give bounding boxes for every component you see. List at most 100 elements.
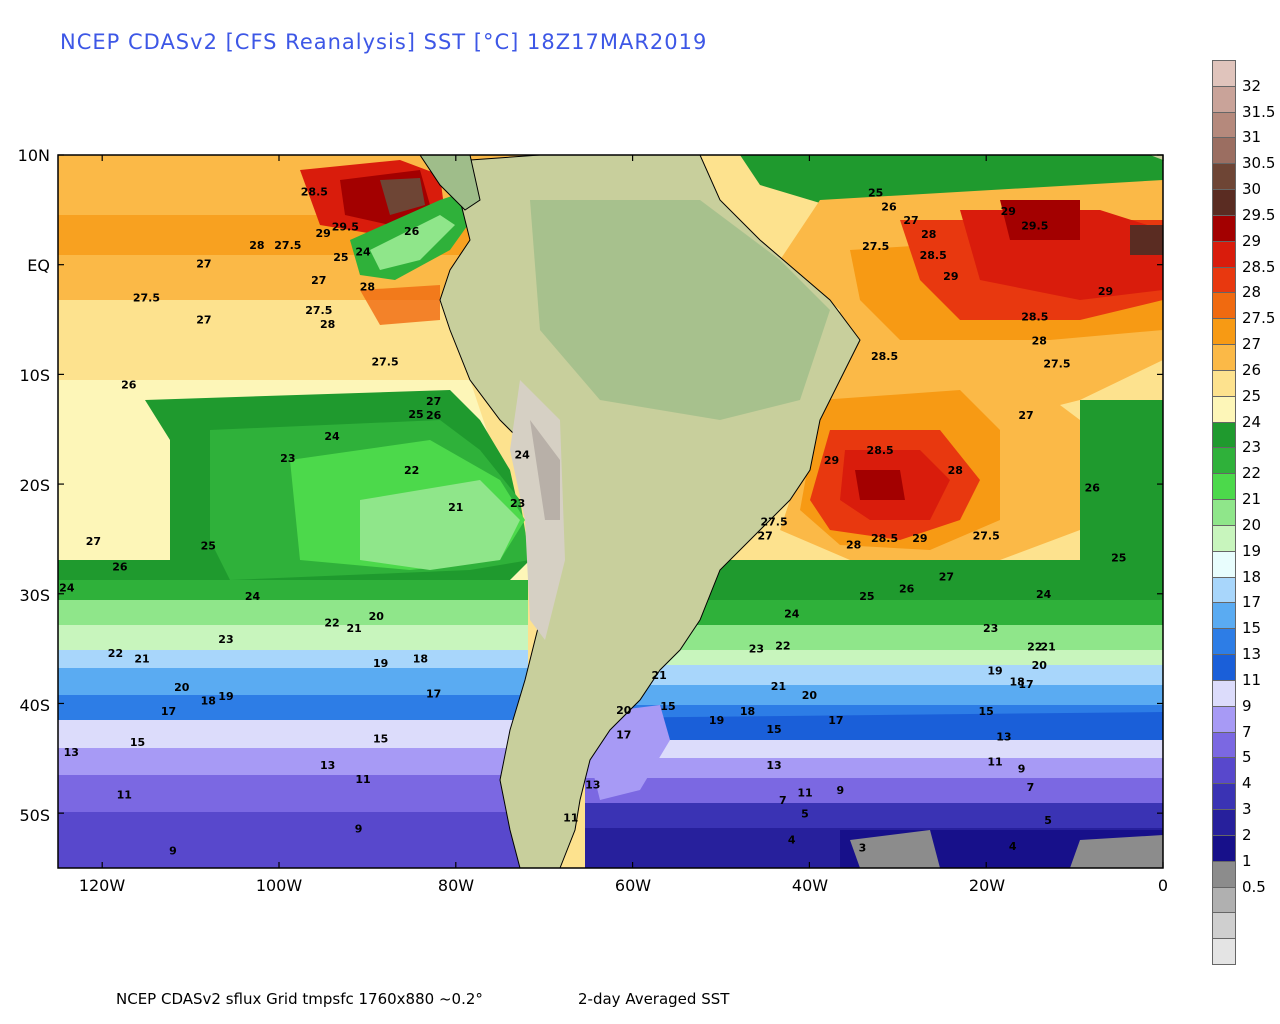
lat-label-eq: EQ — [27, 256, 50, 275]
contour-label: 7 — [1027, 781, 1035, 794]
contour-label: 27.5 — [274, 239, 301, 252]
lon-label-20w: 20W — [968, 876, 1006, 895]
contour-label: 20 — [802, 689, 818, 702]
contour-label: 29 — [1001, 205, 1016, 218]
contour-label: 17 — [426, 688, 441, 701]
contour-label: 4 — [788, 834, 796, 847]
contour-label: 27 — [939, 570, 954, 583]
contour-label: 28 — [320, 318, 335, 331]
contour-label: 27.5 — [372, 355, 399, 368]
contour-label: 24 — [1036, 588, 1052, 601]
contour-label: 26 — [1085, 481, 1101, 494]
colorbar-label: 24 — [1242, 412, 1262, 431]
colorbar-swatch — [1212, 499, 1236, 526]
contour-label: 25 — [408, 408, 423, 421]
contour-label: 28 — [846, 539, 861, 552]
contour-label: 19 — [218, 690, 233, 703]
colorbar-label: 27.5 — [1242, 309, 1276, 328]
contour-label: 28.5 — [301, 185, 328, 198]
colorbar-label: 3 — [1242, 800, 1252, 819]
contour-label: 15 — [979, 705, 994, 718]
contour-label: 28 — [360, 281, 375, 294]
colorbar-swatch — [1212, 938, 1236, 965]
contour-label: 24 — [784, 608, 800, 621]
contour-label: 13 — [766, 759, 781, 772]
contour-label: 19 — [709, 714, 724, 727]
contour-label: 3 — [859, 841, 867, 854]
colorbar-label: 29.5 — [1242, 205, 1276, 224]
contour-label: 24 — [355, 246, 371, 259]
contour-label: 15 — [373, 733, 388, 746]
colorbar-swatch — [1212, 705, 1236, 733]
contour-label: 29 — [943, 270, 958, 283]
colorbar-swatch — [1212, 550, 1236, 578]
contour-label: 26 — [426, 409, 442, 422]
lon-label-80w: 80W — [437, 876, 475, 895]
colorbar-label: 11 — [1242, 670, 1262, 689]
colorbar-label: 13 — [1242, 645, 1262, 664]
contour-label: 13 — [320, 759, 335, 772]
colorbar-swatch — [1212, 111, 1236, 139]
contour-label: 18 — [413, 653, 428, 666]
contour-label: 27.5 — [1043, 358, 1070, 371]
contour-label: 21 — [134, 653, 149, 666]
contour-label: 5 — [801, 807, 809, 820]
contour-label: 27 — [758, 530, 773, 543]
contour-label: 13 — [64, 746, 79, 759]
contour-label: 22 — [1027, 641, 1042, 654]
lat-label-20s: 20S — [19, 476, 50, 495]
colorbar-label: 30 — [1242, 180, 1262, 199]
colorbar-swatch — [1212, 576, 1236, 604]
colorbar-label: 32 — [1242, 76, 1262, 95]
colorbar-label: 5 — [1242, 748, 1252, 767]
contour-label: 18 — [1009, 676, 1024, 689]
contour-label: 5 — [1044, 814, 1052, 827]
contour-label: 20 — [1032, 659, 1048, 672]
contour-label: 24 — [324, 430, 340, 443]
contour-label: 9 — [837, 784, 845, 797]
contour-label: 29 — [912, 532, 927, 545]
contour-label: 19 — [373, 657, 388, 670]
contour-label: 28 — [948, 464, 963, 477]
contour-label: 29 — [824, 454, 839, 467]
lat-label-40s: 40S — [19, 696, 50, 715]
colorbar-swatch — [1212, 757, 1236, 785]
contour-label: 19 — [987, 665, 1002, 678]
colorbar-swatch — [1212, 628, 1236, 656]
lat-label-10n: 10N — [17, 146, 50, 165]
contour-label: 21 — [346, 622, 361, 635]
contour-label: 26 — [899, 582, 915, 595]
colorbar-label: 30.5 — [1242, 154, 1276, 173]
contour-label: 11 — [987, 756, 1002, 769]
contour-label: 28.5 — [920, 249, 947, 262]
colorbar-label: 9 — [1242, 696, 1252, 715]
colorbar-swatch — [1212, 137, 1236, 165]
colorbar-swatch — [1212, 783, 1236, 811]
colorbar-swatch — [1212, 421, 1236, 449]
contour-label: 25 — [201, 540, 216, 553]
contour-label: 22 — [108, 647, 123, 660]
contour-label: 21 — [651, 669, 666, 682]
colorbar-swatch — [1212, 163, 1236, 191]
contour-label: 27.5 — [305, 304, 332, 317]
colorbar-label: 17 — [1242, 593, 1262, 612]
contour-label: 28.5 — [867, 444, 894, 457]
contour-label: 25 — [859, 590, 874, 603]
colorbar-swatch — [1212, 912, 1236, 940]
colorbar-swatch — [1212, 240, 1236, 268]
contour-label: 29 — [316, 227, 331, 240]
colorbar-label: 23 — [1242, 438, 1262, 457]
colorbar-label: 0.5 — [1242, 877, 1266, 896]
colorbar-label: 27 — [1242, 335, 1262, 354]
colorbar-swatch — [1212, 85, 1236, 113]
contour-label: 27 — [426, 395, 441, 408]
contour-label: 23 — [749, 643, 764, 656]
contour-label: 29 — [1098, 285, 1113, 298]
contour-label: 20 — [616, 704, 632, 717]
colorbar-label: 15 — [1242, 619, 1262, 638]
contour-label: 22 — [404, 464, 419, 477]
colorbar-label: 25 — [1242, 386, 1262, 405]
colorbar-label: 1 — [1242, 851, 1252, 870]
